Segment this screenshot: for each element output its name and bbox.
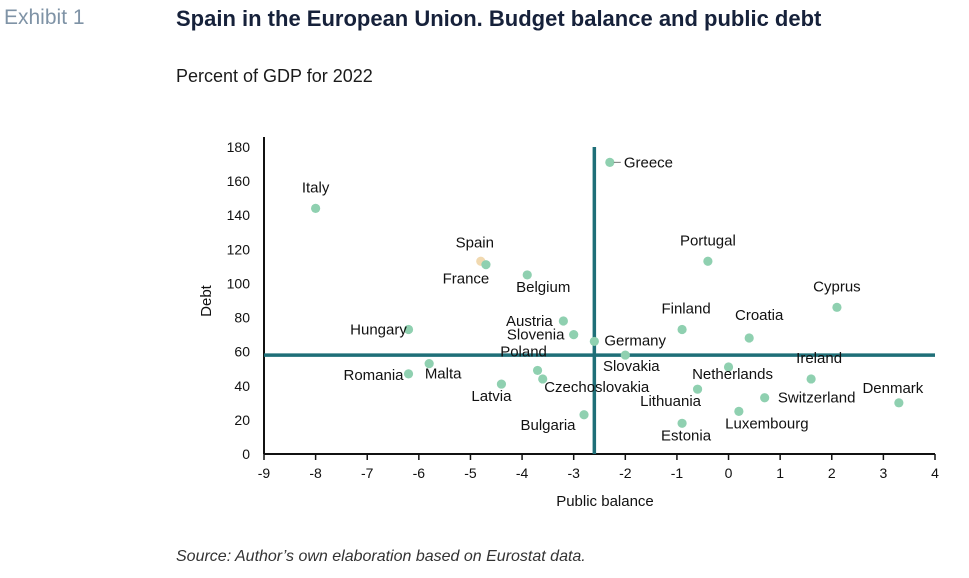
point-austria xyxy=(558,316,568,326)
point-estonia xyxy=(677,418,687,428)
point-germany xyxy=(589,336,599,347)
point-czechoslovakia xyxy=(538,374,548,384)
point-label-ireland: Ireland xyxy=(796,350,842,367)
point-bulgaria xyxy=(579,410,589,420)
x-tick-label: -8 xyxy=(309,465,322,481)
point-poland xyxy=(532,365,543,376)
point-slovakia xyxy=(620,350,630,360)
point-label-spain: Spain xyxy=(456,234,494,251)
point-switzerland xyxy=(760,393,770,403)
point-label-luxembourg: Luxembourg xyxy=(725,415,808,432)
y-axis-label: Debt xyxy=(198,284,215,317)
reference-lines xyxy=(264,147,935,454)
point-label-romania: Romania xyxy=(344,367,405,384)
point-portugal xyxy=(703,256,713,266)
point-label-poland: Poland xyxy=(500,343,547,360)
point-netherlands xyxy=(723,362,734,372)
x-tick-label: -2 xyxy=(619,465,632,481)
point-label-slovakia: Slovakia xyxy=(603,358,660,375)
point-label-netherlands: Netherlands xyxy=(692,366,773,383)
point-malta xyxy=(424,359,434,369)
point-denmark xyxy=(894,398,904,408)
x-axis-label: Public balance xyxy=(556,493,654,510)
point-label-denmark: Denmark xyxy=(862,380,923,397)
x-tick-label: -4 xyxy=(516,465,529,481)
point-ireland xyxy=(806,374,816,384)
point-label-lithuania: Lithuania xyxy=(640,393,702,410)
point-lithuania xyxy=(692,384,703,394)
point-label-austria: Austria xyxy=(506,313,553,330)
x-tick-label: -5 xyxy=(464,465,477,481)
point-label-estonia: Estonia xyxy=(661,427,712,444)
point-luxembourg xyxy=(734,406,744,416)
point-label-italy: Italy xyxy=(302,179,330,196)
point-croatia xyxy=(744,333,754,343)
point-cyprus xyxy=(832,302,842,312)
x-tick-label: -1 xyxy=(671,465,684,481)
x-tick-label: -9 xyxy=(258,465,271,481)
y-tick-label: 40 xyxy=(234,378,250,394)
point-belgium xyxy=(522,270,532,280)
point-romania xyxy=(403,369,414,379)
point-label-bulgaria: Bulgaria xyxy=(520,417,576,434)
axes: -9 -8 -7 -6 -5 -4 -3 -2 -1 0 1 2 3 402040608010012014… xyxy=(227,137,939,481)
x-tick-label: 2 xyxy=(828,465,836,481)
point-italy xyxy=(311,203,321,213)
point-hungary xyxy=(403,324,414,335)
y-tick-label: 180 xyxy=(227,139,251,155)
point-label-belgium: Belgium xyxy=(516,279,570,296)
point-label-finland: Finland xyxy=(661,300,710,317)
point-label-croatia: Croatia xyxy=(735,307,784,324)
point-label-hungary: Hungary xyxy=(350,321,407,338)
point-label-portugal: Portugal xyxy=(680,232,736,249)
point-label-malta: Malta xyxy=(425,366,462,383)
chart-subtitle: Percent of GDP for 2022 xyxy=(176,66,373,86)
point-label-cyprus: Cyprus xyxy=(813,278,861,295)
exhibit-label: Exhibit 1 xyxy=(4,6,85,29)
point-slovenia xyxy=(569,330,579,340)
y-tick-label: 20 xyxy=(234,412,250,428)
x-tick-label: 1 xyxy=(776,465,784,481)
point-finland xyxy=(677,324,687,335)
y-tick-label: 60 xyxy=(234,344,250,360)
point-label-switzerland: Switzerland xyxy=(778,390,856,407)
x-tick-label: -6 xyxy=(413,465,426,481)
point-label-france: France xyxy=(443,271,490,288)
y-tick-label: 160 xyxy=(227,173,251,189)
y-tick-label: 0 xyxy=(242,446,250,462)
data-labels: Italy Spain France Belgium Greece Portugal Cyp… xyxy=(302,154,924,444)
x-tick-label: -7 xyxy=(361,465,374,481)
point-label-latvia: Latvia xyxy=(471,388,512,405)
point-label-czechoslovakia: Czechoslovakia xyxy=(544,379,650,396)
point-label-greece: Greece xyxy=(624,154,673,171)
y-tick-label: 100 xyxy=(227,275,251,291)
x-tick-label: 3 xyxy=(879,465,887,481)
x-tick-label: 4 xyxy=(931,465,939,481)
x-tick-label: 0 xyxy=(725,465,733,481)
y-tick-label: 80 xyxy=(234,310,250,326)
x-tick-label: -3 xyxy=(567,465,580,481)
chart-title: Spain in the European Union. Budget bala… xyxy=(176,6,822,31)
y-tick-label: 140 xyxy=(227,207,251,223)
point-greece xyxy=(605,157,615,167)
y-tick-label: 120 xyxy=(227,241,251,257)
point-label-germany: Germany xyxy=(604,332,666,349)
data-points xyxy=(311,157,904,428)
point-latvia xyxy=(496,379,507,389)
point-label-slovenia: Slovenia xyxy=(507,327,565,344)
source-note: Source: Author’s own elaboration based o… xyxy=(176,548,586,565)
point-france xyxy=(481,260,491,270)
